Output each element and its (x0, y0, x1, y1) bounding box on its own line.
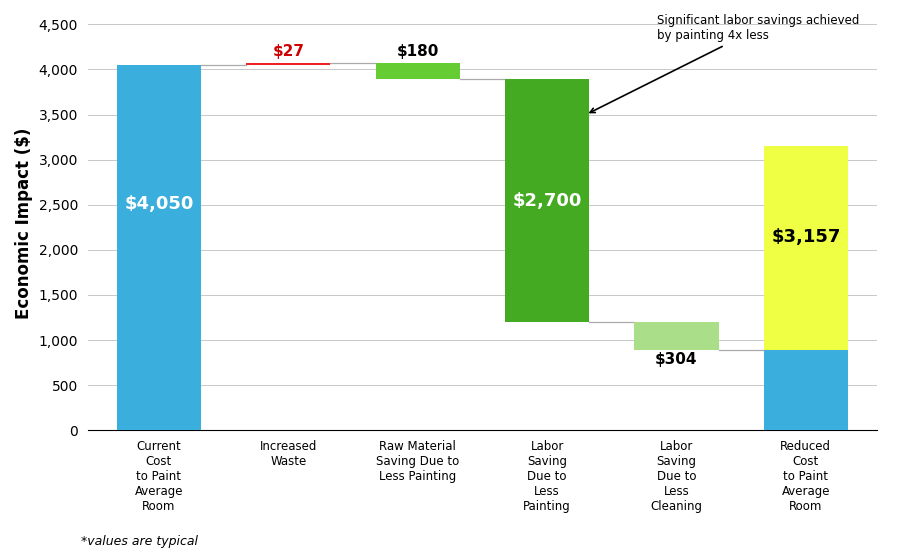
Text: $304: $304 (655, 353, 698, 367)
Bar (764, 350, 848, 430)
Text: $2,700: $2,700 (512, 191, 581, 210)
Text: $4,050: $4,050 (124, 195, 194, 213)
Bar (247, 63, 330, 65)
Text: $180: $180 (397, 45, 439, 59)
Bar (764, 146, 848, 350)
Bar (375, 63, 460, 79)
Bar (505, 79, 590, 322)
Text: *values are typical: *values are typical (81, 535, 198, 547)
Text: $27: $27 (273, 45, 304, 59)
Bar (117, 65, 201, 430)
Bar (634, 322, 718, 350)
Y-axis label: Economic Impact ($): Economic Impact ($) (15, 127, 33, 318)
Text: $3,157: $3,157 (771, 228, 841, 246)
Text: Significant labor savings achieved
by painting 4x less: Significant labor savings achieved by pa… (590, 14, 860, 113)
